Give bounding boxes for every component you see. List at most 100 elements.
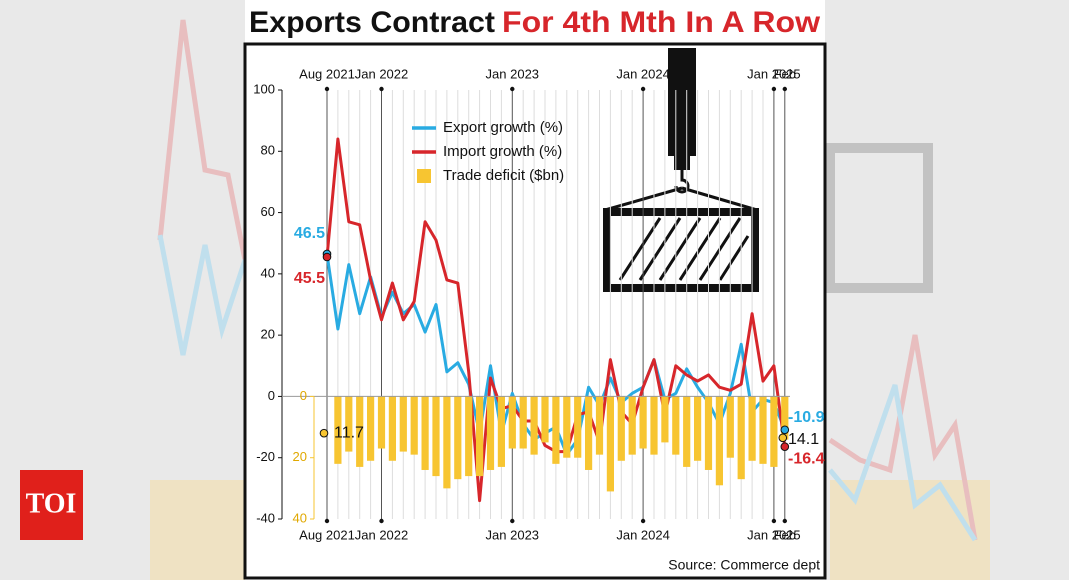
crane-hook-block: [674, 156, 690, 170]
background-bars: [150, 480, 245, 580]
value-label: -16.4: [788, 450, 825, 467]
x-tick-label: Aug 2021: [299, 527, 355, 542]
deficit-bar: [715, 396, 723, 486]
deficit-bar: [410, 396, 418, 455]
deficit-bar: [476, 396, 484, 477]
y-tick-label: 60: [261, 204, 275, 219]
deficit-bar: [345, 396, 353, 452]
deficit-bar: [497, 396, 505, 467]
background-container: [825, 143, 933, 293]
deficit-bar: [672, 396, 680, 455]
deficit-bar: [617, 396, 625, 461]
value-label: 11.7: [334, 424, 364, 441]
y2-tick-label: 20: [293, 449, 307, 464]
deficit-bar: [454, 396, 462, 480]
deficit-bar: [748, 396, 756, 461]
x-tick-dot: [782, 518, 787, 524]
deficit-bar: [334, 396, 342, 464]
deficit-bar: [650, 396, 658, 455]
x-tick-dot: [510, 86, 515, 92]
y-tick-label: 80: [261, 143, 275, 158]
deficit-bar: [606, 396, 614, 492]
point-marker: [778, 433, 788, 443]
x-tick-dot: [782, 86, 787, 92]
x-tick-dot: [324, 518, 330, 524]
deficit-bar: [530, 396, 538, 455]
deficit-bar: [541, 396, 549, 443]
deficit-bar: [399, 396, 407, 452]
deficit-bar: [388, 396, 396, 461]
logo-box: [20, 470, 83, 540]
x-tick-dot: [510, 518, 515, 524]
value-label: 45.5: [294, 270, 325, 287]
deficit-bar: [421, 396, 429, 470]
y2-tick-label: 40: [293, 510, 307, 525]
x-tick-dot: [640, 86, 646, 92]
value-label: 14.1: [788, 431, 819, 448]
x-tick-label: Jan 2024: [616, 527, 670, 542]
x-tick-dot: [640, 518, 646, 524]
source: Source: Commerce dept: [668, 557, 820, 573]
deficit-bar: [694, 396, 702, 461]
x-tick-label: Feb: [774, 527, 796, 542]
deficit-bar: [508, 396, 516, 449]
y-tick-label: 100: [253, 81, 275, 96]
point-marker: [780, 425, 790, 435]
deficit-bar: [574, 396, 582, 458]
deficit-bar: [770, 396, 778, 467]
chart-frame: [243, 42, 827, 580]
chart-subtitle: For 4th Mth In A Row: [502, 6, 821, 39]
y-tick-label: 40: [261, 265, 275, 280]
background-line: [157, 19, 248, 261]
chart-title: Exports Contract: [249, 6, 495, 39]
background-line: [157, 234, 248, 356]
x-tick-label: Aug 2021: [299, 66, 355, 81]
deficit-bar: [465, 396, 473, 477]
legend-label: Export growth (%): [443, 119, 563, 136]
deficit-bar: [781, 396, 789, 440]
x-tick-label: Jan 2023: [486, 66, 540, 81]
deficit-bar: [519, 396, 527, 449]
deficit-bar: [683, 396, 691, 467]
deficit-bar: [443, 396, 451, 489]
x-tick-label: Jan 2025: [747, 66, 801, 81]
x-tick-label: Jan 2025: [747, 527, 801, 542]
deficit-bar: [356, 396, 364, 467]
background-line: [828, 334, 978, 541]
x-tick-label: Feb: [774, 66, 796, 81]
y-tick-label: 0: [268, 388, 275, 403]
y-tick-label: -20: [256, 449, 275, 464]
y-tick-label: 20: [261, 327, 275, 342]
deficit-bar: [595, 396, 604, 455]
deficit-bar: [552, 396, 560, 464]
legend-label: Import growth (%): [443, 143, 562, 160]
deficit-bar: [704, 396, 713, 470]
deficit-bar: [628, 396, 636, 455]
deficit-bar: [726, 396, 734, 458]
crane-arm: [668, 48, 696, 156]
deficit-bar: [486, 396, 495, 470]
x-tick-label: Jan 2024: [616, 66, 670, 81]
point-marker: [319, 428, 329, 438]
container-stripes: [618, 217, 750, 281]
value-label: 46.5: [294, 225, 325, 242]
point-marker: [780, 442, 790, 451]
deficit-bar: [661, 396, 669, 443]
legend-swatch: [417, 169, 431, 183]
y-tick-label: -40: [256, 510, 275, 525]
x-tick-dot: [771, 86, 777, 92]
x-tick-dot: [771, 518, 777, 524]
deficit-bar: [585, 396, 593, 470]
deficit-bar: [563, 396, 571, 458]
plot: [325, 90, 789, 519]
deficit-bar: [432, 396, 440, 477]
logo: TOI: [26, 488, 77, 519]
deficit-bar: [367, 396, 375, 461]
y2-tick-label: 0: [300, 388, 307, 403]
legend-label: Trade deficit ($bn): [443, 167, 564, 184]
x-tick-dot: [379, 518, 384, 524]
x-tick-label: Jan 2022: [355, 66, 409, 81]
background-bars: [830, 480, 990, 580]
